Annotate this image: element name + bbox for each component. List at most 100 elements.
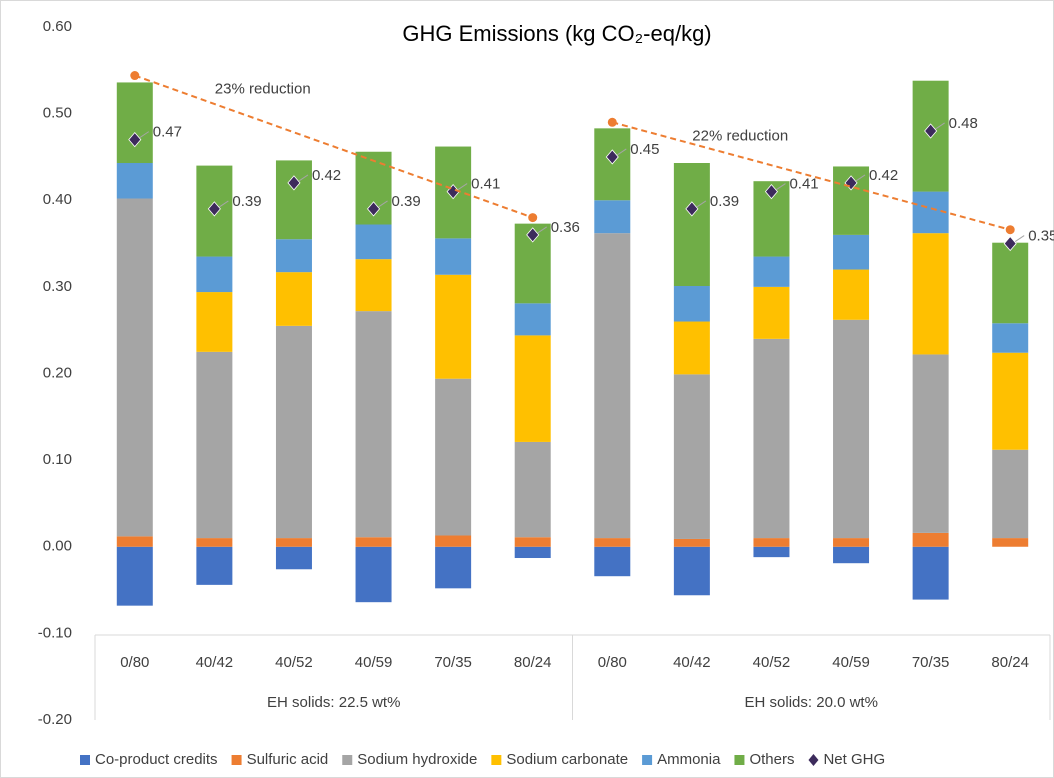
net-label: 0.39 <box>710 193 739 210</box>
group-label: EH solids: 20.0 wt% <box>745 694 878 711</box>
reduction-point <box>1005 225 1015 235</box>
bar-segment <box>355 537 392 547</box>
bar-segment <box>196 546 233 585</box>
bar-segment <box>514 546 551 559</box>
bar-segment <box>833 234 870 270</box>
net-label: 0.42 <box>312 167 341 184</box>
y-tick-label: -0.20 <box>38 711 72 728</box>
net-leader <box>696 200 707 208</box>
bar-segment <box>196 292 233 352</box>
bar-segment <box>673 538 710 547</box>
bar-segment <box>753 286 790 339</box>
legend-swatch <box>231 755 242 765</box>
net-leader <box>855 174 866 182</box>
bar-segment <box>673 286 710 322</box>
x-tick-label: 40/52 <box>275 654 313 671</box>
bar-segment <box>912 233 949 355</box>
bar-segment <box>992 352 1029 450</box>
net-marker <box>128 131 142 148</box>
x-tick-label: 40/42 <box>196 654 234 671</box>
legend-label: Sulfuric acid <box>247 751 329 768</box>
legend-swatch <box>491 755 502 765</box>
y-tick-label: 0.20 <box>43 364 72 381</box>
legend-label: Net GHG <box>823 751 885 768</box>
reduction-line <box>612 121 1011 231</box>
bar-segment <box>912 532 949 547</box>
reduction-point <box>607 117 617 127</box>
net-marker <box>526 227 540 243</box>
y-tick-label: 0.10 <box>43 451 72 468</box>
bar-segment <box>514 335 551 442</box>
legend-swatch <box>734 755 745 765</box>
legend-label: Sodium carbonate <box>506 751 628 768</box>
bar-segment <box>833 538 870 547</box>
bar-segment <box>992 449 1029 539</box>
y-tick-label: 0.50 <box>43 105 72 122</box>
net-leader <box>298 174 309 182</box>
reduction-label: 23% reduction <box>215 80 311 97</box>
legend-label: Ammonia <box>657 751 721 768</box>
net-label: 0.35 <box>1028 228 1054 245</box>
x-tick-label: 80/24 <box>514 654 552 671</box>
bar-segment <box>833 546 870 564</box>
net-marker <box>685 201 699 217</box>
net-leader <box>219 200 229 208</box>
bar-segment <box>753 256 790 287</box>
legend-swatch <box>642 755 653 765</box>
y-tick-label: -0.10 <box>38 624 72 641</box>
bar-segment <box>594 233 631 539</box>
legend-label: Co-product credits <box>95 751 218 768</box>
net-leader <box>139 131 150 139</box>
bar-segment <box>673 321 710 375</box>
bar-segment <box>355 546 392 603</box>
net-marker <box>924 123 938 139</box>
net-marker <box>1003 235 1017 252</box>
bar-segment <box>833 269 870 320</box>
bar-segment <box>514 303 551 336</box>
net-leader <box>537 226 547 234</box>
x-tick-label: 0/80 <box>598 654 627 671</box>
bar-segment <box>196 538 233 547</box>
bar-segment <box>355 259 392 312</box>
net-leader <box>1014 235 1025 242</box>
bar-segment <box>992 538 1029 547</box>
bar-segment <box>992 323 1029 353</box>
bar-segment <box>912 546 949 600</box>
bar-segment <box>594 546 631 577</box>
net-label: 0.41 <box>471 176 500 193</box>
net-label: 0.48 <box>949 115 978 132</box>
net-leader <box>378 200 388 208</box>
bar-segment <box>673 374 710 539</box>
net-marker <box>207 201 221 217</box>
bar-segment <box>912 354 949 533</box>
x-tick-label: 70/35 <box>434 654 472 671</box>
reduction-point <box>130 71 140 81</box>
bar-segment <box>355 224 392 260</box>
x-tick-label: 80/24 <box>991 654 1029 671</box>
net-label: 0.39 <box>232 193 261 210</box>
bar-segment <box>116 163 153 199</box>
y-tick-label: 0.00 <box>43 538 72 555</box>
reduction-line <box>134 74 534 219</box>
bar-segment <box>673 163 710 287</box>
net-leader <box>457 183 468 191</box>
bar-segment <box>435 535 472 547</box>
bar-segment <box>275 325 312 539</box>
bar-segment <box>275 160 312 240</box>
x-tick-label: 40/59 <box>832 654 870 671</box>
bar-segment <box>992 242 1029 324</box>
chart-title: GHG Emissions (kg CO₂-eq/kg) <box>402 21 711 46</box>
legend-swatch <box>342 755 353 765</box>
bar-segment <box>275 272 312 326</box>
bar-segment <box>594 200 631 234</box>
bar-segment <box>753 538 790 547</box>
net-label: 0.45 <box>630 141 659 158</box>
legend-swatch <box>808 754 819 766</box>
net-marker <box>764 183 778 200</box>
bar-segment <box>435 378 472 536</box>
bar-segment <box>275 538 312 547</box>
bar-segment <box>833 319 870 539</box>
bar-segment <box>753 338 790 539</box>
bar-segment <box>116 546 153 606</box>
